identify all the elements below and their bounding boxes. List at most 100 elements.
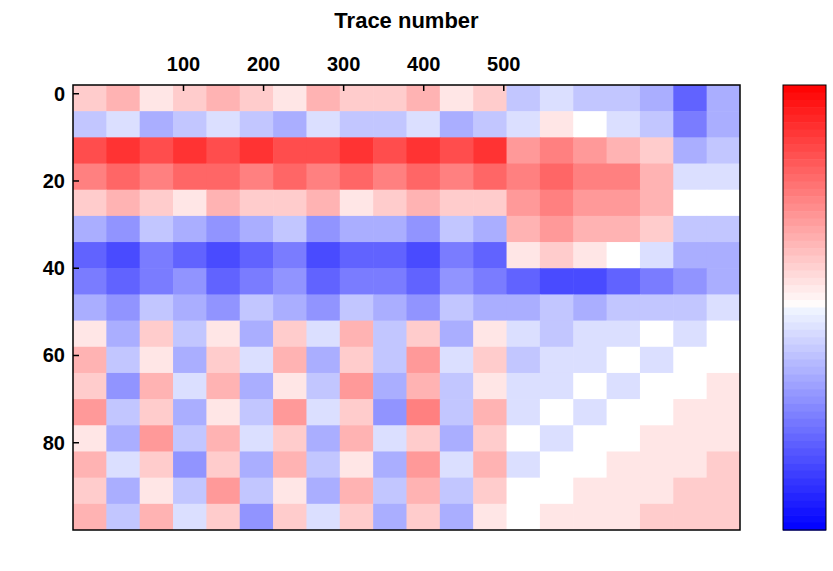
cell — [240, 137, 274, 164]
cell — [273, 504, 307, 530]
cell — [607, 321, 641, 348]
cell — [273, 164, 307, 191]
cell — [673, 425, 707, 452]
cell — [373, 164, 407, 191]
cell — [273, 373, 307, 400]
cell — [173, 504, 207, 530]
cell — [340, 451, 374, 478]
cell — [206, 478, 240, 505]
cell — [507, 347, 541, 374]
cell — [407, 294, 441, 321]
cell — [173, 373, 207, 400]
cell — [73, 504, 107, 530]
cell — [473, 451, 507, 478]
cell — [507, 268, 541, 295]
cell — [407, 268, 441, 295]
cell — [340, 242, 374, 269]
cell — [340, 190, 374, 217]
x-tick — [343, 85, 345, 91]
cell — [106, 451, 140, 478]
cell — [240, 425, 274, 452]
cell — [73, 451, 107, 478]
cell — [473, 294, 507, 321]
cell — [140, 242, 174, 269]
colorbar-step — [783, 248, 826, 256]
cell — [507, 216, 541, 243]
cell — [407, 504, 441, 530]
cell — [73, 425, 107, 452]
cell — [373, 137, 407, 164]
y-tick — [73, 267, 79, 269]
cell — [540, 164, 574, 191]
colorbar-step — [783, 411, 826, 419]
cell — [640, 451, 674, 478]
cell — [106, 137, 140, 164]
cell — [373, 294, 407, 321]
cell — [440, 242, 474, 269]
cell — [540, 478, 574, 505]
colorbar-step — [783, 389, 826, 397]
cell — [673, 164, 707, 191]
cell — [473, 399, 507, 426]
cell — [540, 425, 574, 452]
colorbar-step — [783, 122, 826, 130]
cell — [673, 111, 707, 138]
cell — [607, 504, 641, 530]
cell — [640, 373, 674, 400]
cell — [173, 399, 207, 426]
cell — [73, 268, 107, 295]
y-tick-label: 60 — [43, 344, 65, 366]
cell — [340, 85, 374, 112]
cell — [407, 85, 441, 112]
cell — [673, 373, 707, 400]
cell — [540, 216, 574, 243]
cell — [140, 190, 174, 217]
colorbar-step — [783, 263, 826, 271]
cell — [507, 425, 541, 452]
colorbar — [783, 85, 826, 531]
cell — [673, 294, 707, 321]
cell — [273, 451, 307, 478]
colorbar-step — [783, 463, 826, 471]
chart: 100200300400500020406080Trace number — [0, 0, 833, 571]
colorbar-step — [783, 456, 826, 464]
cell — [273, 347, 307, 374]
cell — [673, 321, 707, 348]
cell — [340, 399, 374, 426]
cell — [607, 347, 641, 374]
x-tick — [183, 85, 185, 91]
cell — [373, 451, 407, 478]
colorbar-step — [783, 92, 826, 100]
cell — [140, 268, 174, 295]
cell — [273, 399, 307, 426]
x-tick-label: 400 — [407, 53, 440, 75]
cell — [306, 321, 340, 348]
y-tick-label: 40 — [43, 257, 65, 279]
cell — [407, 111, 441, 138]
cell — [306, 294, 340, 321]
colorbar-step — [783, 308, 826, 316]
colorbar-step — [783, 500, 826, 508]
cell — [306, 347, 340, 374]
cell — [640, 190, 674, 217]
cell — [273, 111, 307, 138]
cell — [140, 164, 174, 191]
cell — [273, 321, 307, 348]
cell — [140, 294, 174, 321]
cell — [707, 504, 740, 530]
cell — [340, 268, 374, 295]
cell — [73, 111, 107, 138]
cell — [340, 164, 374, 191]
colorbar-step — [783, 152, 826, 160]
cell — [73, 190, 107, 217]
cell — [707, 373, 740, 400]
cell — [306, 451, 340, 478]
cell — [673, 347, 707, 374]
cell — [440, 373, 474, 400]
y-tick — [73, 93, 79, 95]
cell — [306, 85, 340, 112]
cell — [673, 137, 707, 164]
cell — [373, 111, 407, 138]
cell — [473, 164, 507, 191]
cell — [173, 111, 207, 138]
